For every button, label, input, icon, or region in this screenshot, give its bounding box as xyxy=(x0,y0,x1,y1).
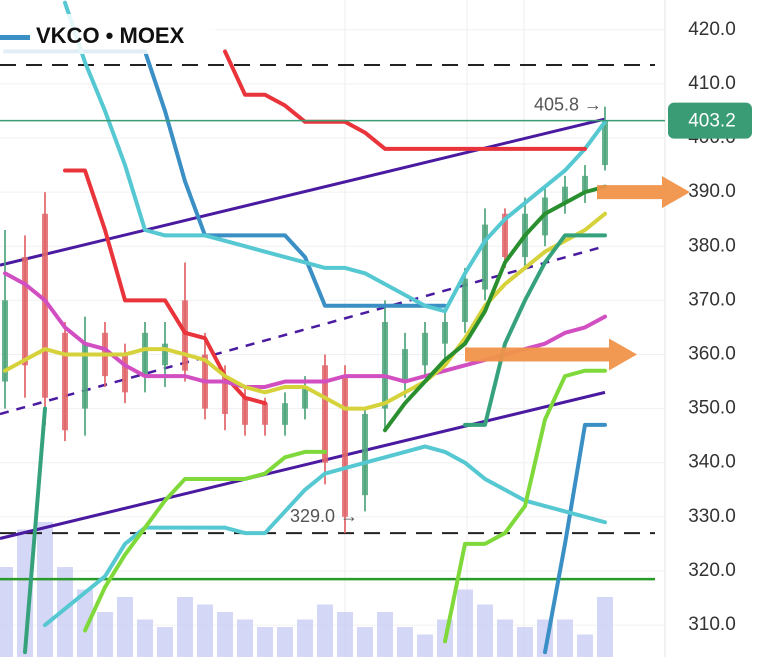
arrow xyxy=(465,338,637,371)
candle-body xyxy=(602,120,608,166)
volume-bar xyxy=(217,612,233,657)
volume-bar xyxy=(117,597,133,657)
volume-bar xyxy=(497,619,513,657)
y-tick-label: 380.0 xyxy=(688,235,736,256)
candle-body xyxy=(442,322,448,344)
candle-body xyxy=(142,332,148,377)
indicator-line xyxy=(383,184,607,433)
y-tick-label: 410.0 xyxy=(688,73,736,94)
y-tick-label: 330.0 xyxy=(688,506,736,527)
volume-bar xyxy=(337,612,353,657)
candle-body xyxy=(22,257,28,366)
candle-body xyxy=(462,278,468,323)
candle-body xyxy=(162,343,168,366)
chart-title: VKCO • MOEX xyxy=(36,23,185,48)
trend-line xyxy=(0,390,606,540)
candle-body xyxy=(62,332,68,431)
volume-bar xyxy=(37,522,53,657)
last-price-badge xyxy=(668,102,752,139)
volume-bar xyxy=(557,619,573,657)
candle-body xyxy=(422,332,428,366)
overlay: 405.8 → 329.0 → xyxy=(290,94,690,526)
volume-bar xyxy=(0,567,13,657)
candle-body xyxy=(42,213,48,398)
candle-body xyxy=(182,300,188,371)
candle-body xyxy=(222,376,228,415)
candle-body xyxy=(382,322,388,409)
y-tick-label: 350.0 xyxy=(688,398,736,419)
low-label: 329.0 → xyxy=(290,506,358,526)
volume-bar xyxy=(417,634,433,657)
volume-bar xyxy=(77,589,93,657)
candle-body xyxy=(262,403,268,425)
volume-bar xyxy=(317,604,333,657)
volume-bar xyxy=(157,627,173,657)
volume-bar xyxy=(357,627,373,657)
volume-bar xyxy=(57,567,73,657)
candle-body xyxy=(582,175,588,193)
indicator-line xyxy=(23,233,607,655)
grid xyxy=(344,0,666,657)
volume-bar xyxy=(177,597,193,657)
y-tick-label: 420.0 xyxy=(688,19,736,40)
y-tick-label: 320.0 xyxy=(688,560,736,581)
volume-bar xyxy=(257,627,273,657)
candle-body xyxy=(242,397,248,425)
candle-body xyxy=(502,213,508,258)
y-tick-label: 310.0 xyxy=(688,614,736,635)
candle-body xyxy=(482,224,488,290)
volume-bar xyxy=(577,634,593,657)
volume-bar xyxy=(297,619,313,657)
indicator-line xyxy=(83,368,607,644)
volume-bar xyxy=(97,612,113,657)
candle-body xyxy=(562,186,568,203)
last-price-label: 403.2 xyxy=(688,111,736,132)
volume-bar xyxy=(237,619,253,657)
candle-body xyxy=(342,376,348,517)
volume-bar xyxy=(517,627,533,657)
indicator-line xyxy=(543,422,607,655)
y-tick-label: 390.0 xyxy=(688,181,736,202)
candle-body xyxy=(2,300,8,382)
candle-body xyxy=(302,386,308,409)
volume-bar xyxy=(377,612,393,657)
y-tick-label: 340.0 xyxy=(688,452,736,473)
candle-body xyxy=(282,403,288,425)
candle-body xyxy=(322,365,328,463)
trend-line xyxy=(0,245,606,416)
arrow xyxy=(597,176,690,209)
volume-bar xyxy=(477,604,493,657)
volume-bar xyxy=(397,627,413,657)
candle-body xyxy=(402,349,408,382)
indicator-line xyxy=(3,211,607,411)
volume-bar xyxy=(457,589,473,657)
high-label: 405.8 → xyxy=(534,94,602,114)
volume-bar xyxy=(137,619,153,657)
indicator-line xyxy=(223,49,587,151)
candle-body xyxy=(122,354,128,393)
trend-line xyxy=(0,117,606,267)
title-bg xyxy=(0,14,215,54)
plot-area xyxy=(0,0,665,657)
candle-body xyxy=(82,343,88,409)
volume-bar xyxy=(277,627,293,657)
indicator-line xyxy=(63,0,607,314)
y-axis: 310.0 320.0 330.0 340.0 350.0 360.0 370.0 380.0… xyxy=(668,19,752,635)
y-tick-label: 360.0 xyxy=(688,343,736,364)
y-tick-label: 370.0 xyxy=(688,289,736,310)
title-swatch xyxy=(0,35,30,40)
volume-bar xyxy=(597,597,613,657)
volume-bar xyxy=(197,604,213,657)
indicator-line xyxy=(43,444,607,628)
candle-body xyxy=(362,414,368,496)
